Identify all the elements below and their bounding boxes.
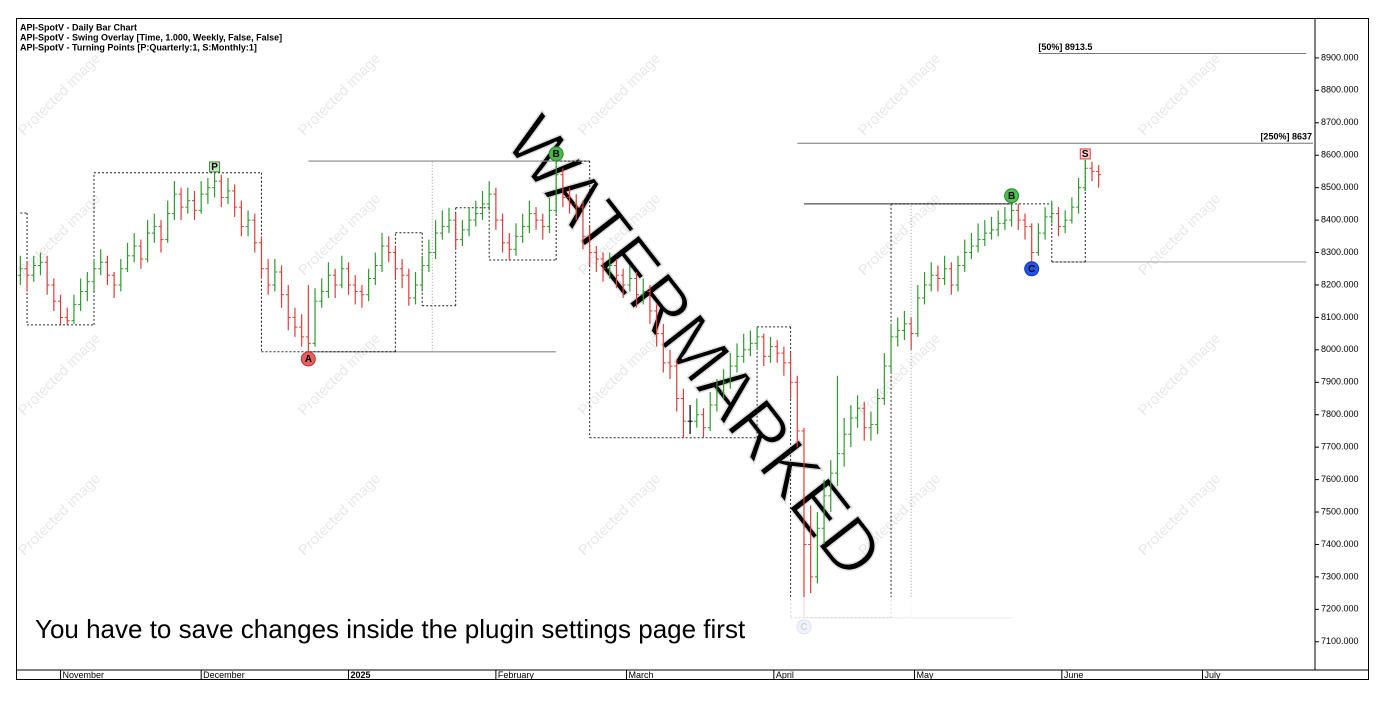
- turning-point: [548, 146, 564, 162]
- x-tick-label: March: [628, 670, 653, 680]
- y-tick-label: 8500.000: [1321, 182, 1359, 192]
- turning-point-label: P: [211, 162, 218, 173]
- turning-point: [300, 351, 316, 367]
- y-tick-label: 8000.000: [1321, 344, 1359, 354]
- notice-band: [17, 597, 1368, 668]
- x-tick-label: May: [916, 670, 934, 680]
- notice: You have to save changes inside the plug…: [35, 614, 746, 644]
- turning-point-label: C: [1028, 264, 1035, 275]
- turning-point-label: B: [553, 149, 560, 160]
- x-tick-label: 2025: [351, 670, 371, 680]
- y-tick-label: 7900.000: [1321, 377, 1359, 387]
- y-tick-label: 8800.000: [1321, 85, 1359, 95]
- turning-point-label: A: [305, 354, 312, 365]
- y-tick-label: 7500.000: [1321, 506, 1359, 516]
- y-tick-label: 8600.000: [1321, 150, 1359, 160]
- projection-label: [50%] 8913.5: [1038, 42, 1092, 52]
- y-tick-label: 7400.000: [1321, 539, 1359, 549]
- y-tick-label: 7100.000: [1321, 636, 1359, 646]
- header-line: API-SpotV - Turning Points [P:Quarterly:…: [20, 42, 257, 52]
- y-tick-label: 8400.000: [1321, 214, 1359, 224]
- x-tick-label: November: [63, 670, 105, 680]
- y-tick-label: 7300.000: [1321, 571, 1359, 581]
- frame: [16, 18, 1369, 680]
- turning-point: [209, 161, 221, 173]
- y-tick-label: 8300.000: [1321, 247, 1359, 257]
- header-line: API-SpotV - Daily Bar Chart: [20, 22, 137, 32]
- turning-point-label: S: [1082, 149, 1089, 160]
- y-tick-label: 8900.000: [1321, 52, 1359, 62]
- axes: 7100.000 7200.000 7300.000 7400.000 7500.000…: [17, 19, 1368, 680]
- y-tick-label: 8700.000: [1321, 117, 1359, 127]
- y-tick-label: 8100.000: [1321, 312, 1359, 322]
- y-tick-label: 8200.000: [1321, 279, 1359, 289]
- y-tick-label: 7800.000: [1321, 409, 1359, 419]
- y-tick-label: 7600.000: [1321, 474, 1359, 484]
- x-tick-label: February: [498, 670, 535, 680]
- turning-point-label: B: [1008, 191, 1015, 202]
- x-tick-label: December: [203, 670, 245, 680]
- header-line: API-SpotV - Swing Overlay [Time, 1.000, …: [20, 32, 282, 42]
- x-tick-label: April: [776, 670, 794, 680]
- y-tick-label: 7200.000: [1321, 604, 1359, 614]
- y-tick-label: 7700.000: [1321, 442, 1359, 452]
- x-tick-label: June: [1064, 670, 1084, 680]
- turning-point: [1079, 148, 1091, 160]
- turning-point: [1024, 261, 1040, 277]
- projection-label: [250%] 8637: [1260, 132, 1312, 142]
- x-tick-label: July: [1204, 670, 1221, 680]
- turning-point: [1004, 188, 1020, 204]
